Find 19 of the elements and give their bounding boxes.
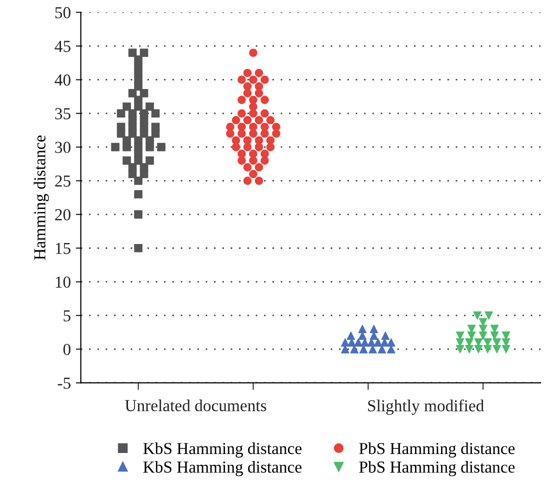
x-tick-label: Unrelated documents [125,400,266,412]
y-tick-label: 10 [56,276,70,288]
y-tick-label: 15 [56,242,70,254]
y-tick-label: 30 [55,142,70,154]
y-tick-label: 45 [54,40,70,52]
y-tick-label: 0 [63,344,70,356]
y-tick-label: 25 [55,176,70,187]
legend-label: PbS Hamming distance [359,442,515,458]
y-tick-label: -5 [58,378,70,389]
x-tick-label: Slightly modified [368,400,484,415]
y-axis-title: Hamming distance [34,135,49,260]
y-tick-label: 50 [55,7,70,18]
legend-label: KbS Hamming distance [143,442,302,458]
legend-label: KbS Hamming distance [143,461,302,476]
y-tick-label: 20 [55,209,70,220]
y-tick-label: 40 [54,74,70,86]
legend-label: PbS Hamming distance [359,461,515,476]
y-tick-label: 35 [55,108,70,120]
y-tick-label: 5 [64,310,70,322]
